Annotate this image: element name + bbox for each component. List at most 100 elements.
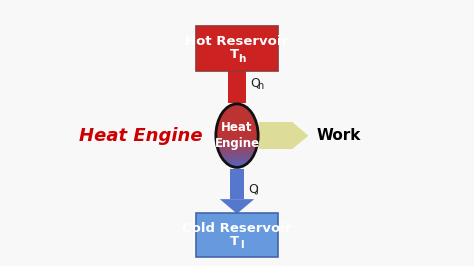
Bar bbox=[217, 147, 257, 148]
Bar bbox=[217, 127, 257, 128]
Bar bbox=[218, 123, 256, 124]
Text: Q: Q bbox=[248, 182, 258, 195]
Bar bbox=[223, 111, 251, 112]
Bar bbox=[219, 152, 255, 153]
Text: l: l bbox=[240, 240, 244, 251]
Bar bbox=[223, 112, 251, 113]
Text: h: h bbox=[257, 81, 263, 90]
Text: Q: Q bbox=[250, 77, 260, 90]
Bar bbox=[216, 141, 258, 142]
Polygon shape bbox=[220, 199, 254, 214]
Bar bbox=[218, 147, 256, 148]
Bar bbox=[223, 159, 251, 160]
Bar bbox=[230, 169, 244, 199]
Bar bbox=[218, 120, 256, 122]
Bar bbox=[216, 130, 258, 131]
Bar bbox=[217, 126, 257, 127]
Bar bbox=[221, 156, 253, 157]
Bar bbox=[216, 128, 258, 129]
Bar bbox=[218, 149, 256, 150]
Bar bbox=[220, 154, 254, 155]
Bar bbox=[259, 122, 292, 149]
Bar bbox=[228, 106, 246, 107]
Bar bbox=[216, 142, 258, 143]
Bar bbox=[218, 148, 256, 149]
Bar bbox=[219, 117, 255, 118]
Text: Work: Work bbox=[316, 128, 361, 143]
Bar bbox=[230, 105, 244, 106]
Polygon shape bbox=[292, 122, 309, 149]
Bar bbox=[226, 162, 248, 163]
Bar bbox=[219, 120, 255, 121]
Bar bbox=[222, 113, 252, 114]
Bar bbox=[216, 139, 258, 140]
Bar bbox=[216, 132, 258, 133]
Bar bbox=[219, 152, 255, 153]
Bar bbox=[216, 140, 258, 141]
Bar bbox=[226, 108, 248, 109]
Bar bbox=[222, 157, 252, 158]
Bar bbox=[216, 131, 258, 132]
Bar bbox=[221, 157, 253, 158]
Bar bbox=[231, 166, 243, 167]
Bar bbox=[216, 134, 258, 135]
Bar bbox=[216, 138, 258, 139]
Bar bbox=[216, 133, 258, 134]
Bar bbox=[217, 143, 257, 144]
Bar bbox=[219, 151, 255, 152]
Text: Cold Reservoir: Cold Reservoir bbox=[182, 222, 292, 235]
Bar bbox=[217, 145, 257, 146]
Text: Heat: Heat bbox=[221, 121, 253, 134]
Bar bbox=[220, 155, 254, 156]
Bar bbox=[219, 119, 255, 120]
Bar bbox=[231, 105, 243, 106]
Bar bbox=[222, 112, 252, 113]
Bar bbox=[227, 107, 247, 108]
Bar bbox=[217, 124, 257, 125]
Bar bbox=[217, 143, 257, 144]
Bar bbox=[223, 159, 251, 160]
Bar bbox=[216, 131, 258, 132]
Bar bbox=[228, 164, 246, 165]
Bar bbox=[221, 114, 253, 115]
FancyBboxPatch shape bbox=[196, 213, 278, 257]
Text: T: T bbox=[230, 48, 239, 61]
Text: T: T bbox=[230, 235, 239, 248]
FancyBboxPatch shape bbox=[196, 26, 278, 71]
Bar bbox=[233, 104, 241, 105]
Bar bbox=[225, 161, 249, 162]
Bar bbox=[216, 133, 258, 134]
Bar bbox=[228, 69, 246, 103]
Bar bbox=[216, 129, 258, 130]
Bar bbox=[217, 124, 257, 125]
Bar bbox=[220, 153, 254, 155]
Bar bbox=[225, 109, 249, 110]
Bar bbox=[218, 148, 256, 149]
Bar bbox=[217, 125, 257, 126]
Bar bbox=[224, 110, 250, 111]
Text: Hot Reservoir: Hot Reservoir bbox=[185, 35, 289, 48]
Bar bbox=[217, 145, 257, 146]
Bar bbox=[224, 160, 250, 161]
Bar bbox=[221, 115, 253, 116]
Bar bbox=[217, 126, 257, 127]
Bar bbox=[224, 110, 250, 111]
Bar bbox=[218, 121, 256, 122]
Bar bbox=[216, 138, 258, 139]
Bar bbox=[219, 153, 255, 154]
Bar bbox=[233, 166, 241, 167]
Bar bbox=[230, 165, 244, 166]
Bar bbox=[216, 135, 258, 136]
Bar bbox=[216, 136, 258, 137]
Bar bbox=[216, 137, 258, 138]
Text: Heat Engine: Heat Engine bbox=[79, 127, 202, 145]
Bar bbox=[218, 150, 256, 151]
Bar bbox=[217, 146, 257, 147]
Bar bbox=[216, 136, 258, 137]
Bar bbox=[228, 164, 246, 165]
Bar bbox=[220, 116, 254, 117]
Text: h: h bbox=[238, 54, 246, 64]
Bar bbox=[217, 144, 257, 145]
Text: Engine: Engine bbox=[214, 137, 260, 150]
Text: l: l bbox=[255, 186, 257, 196]
